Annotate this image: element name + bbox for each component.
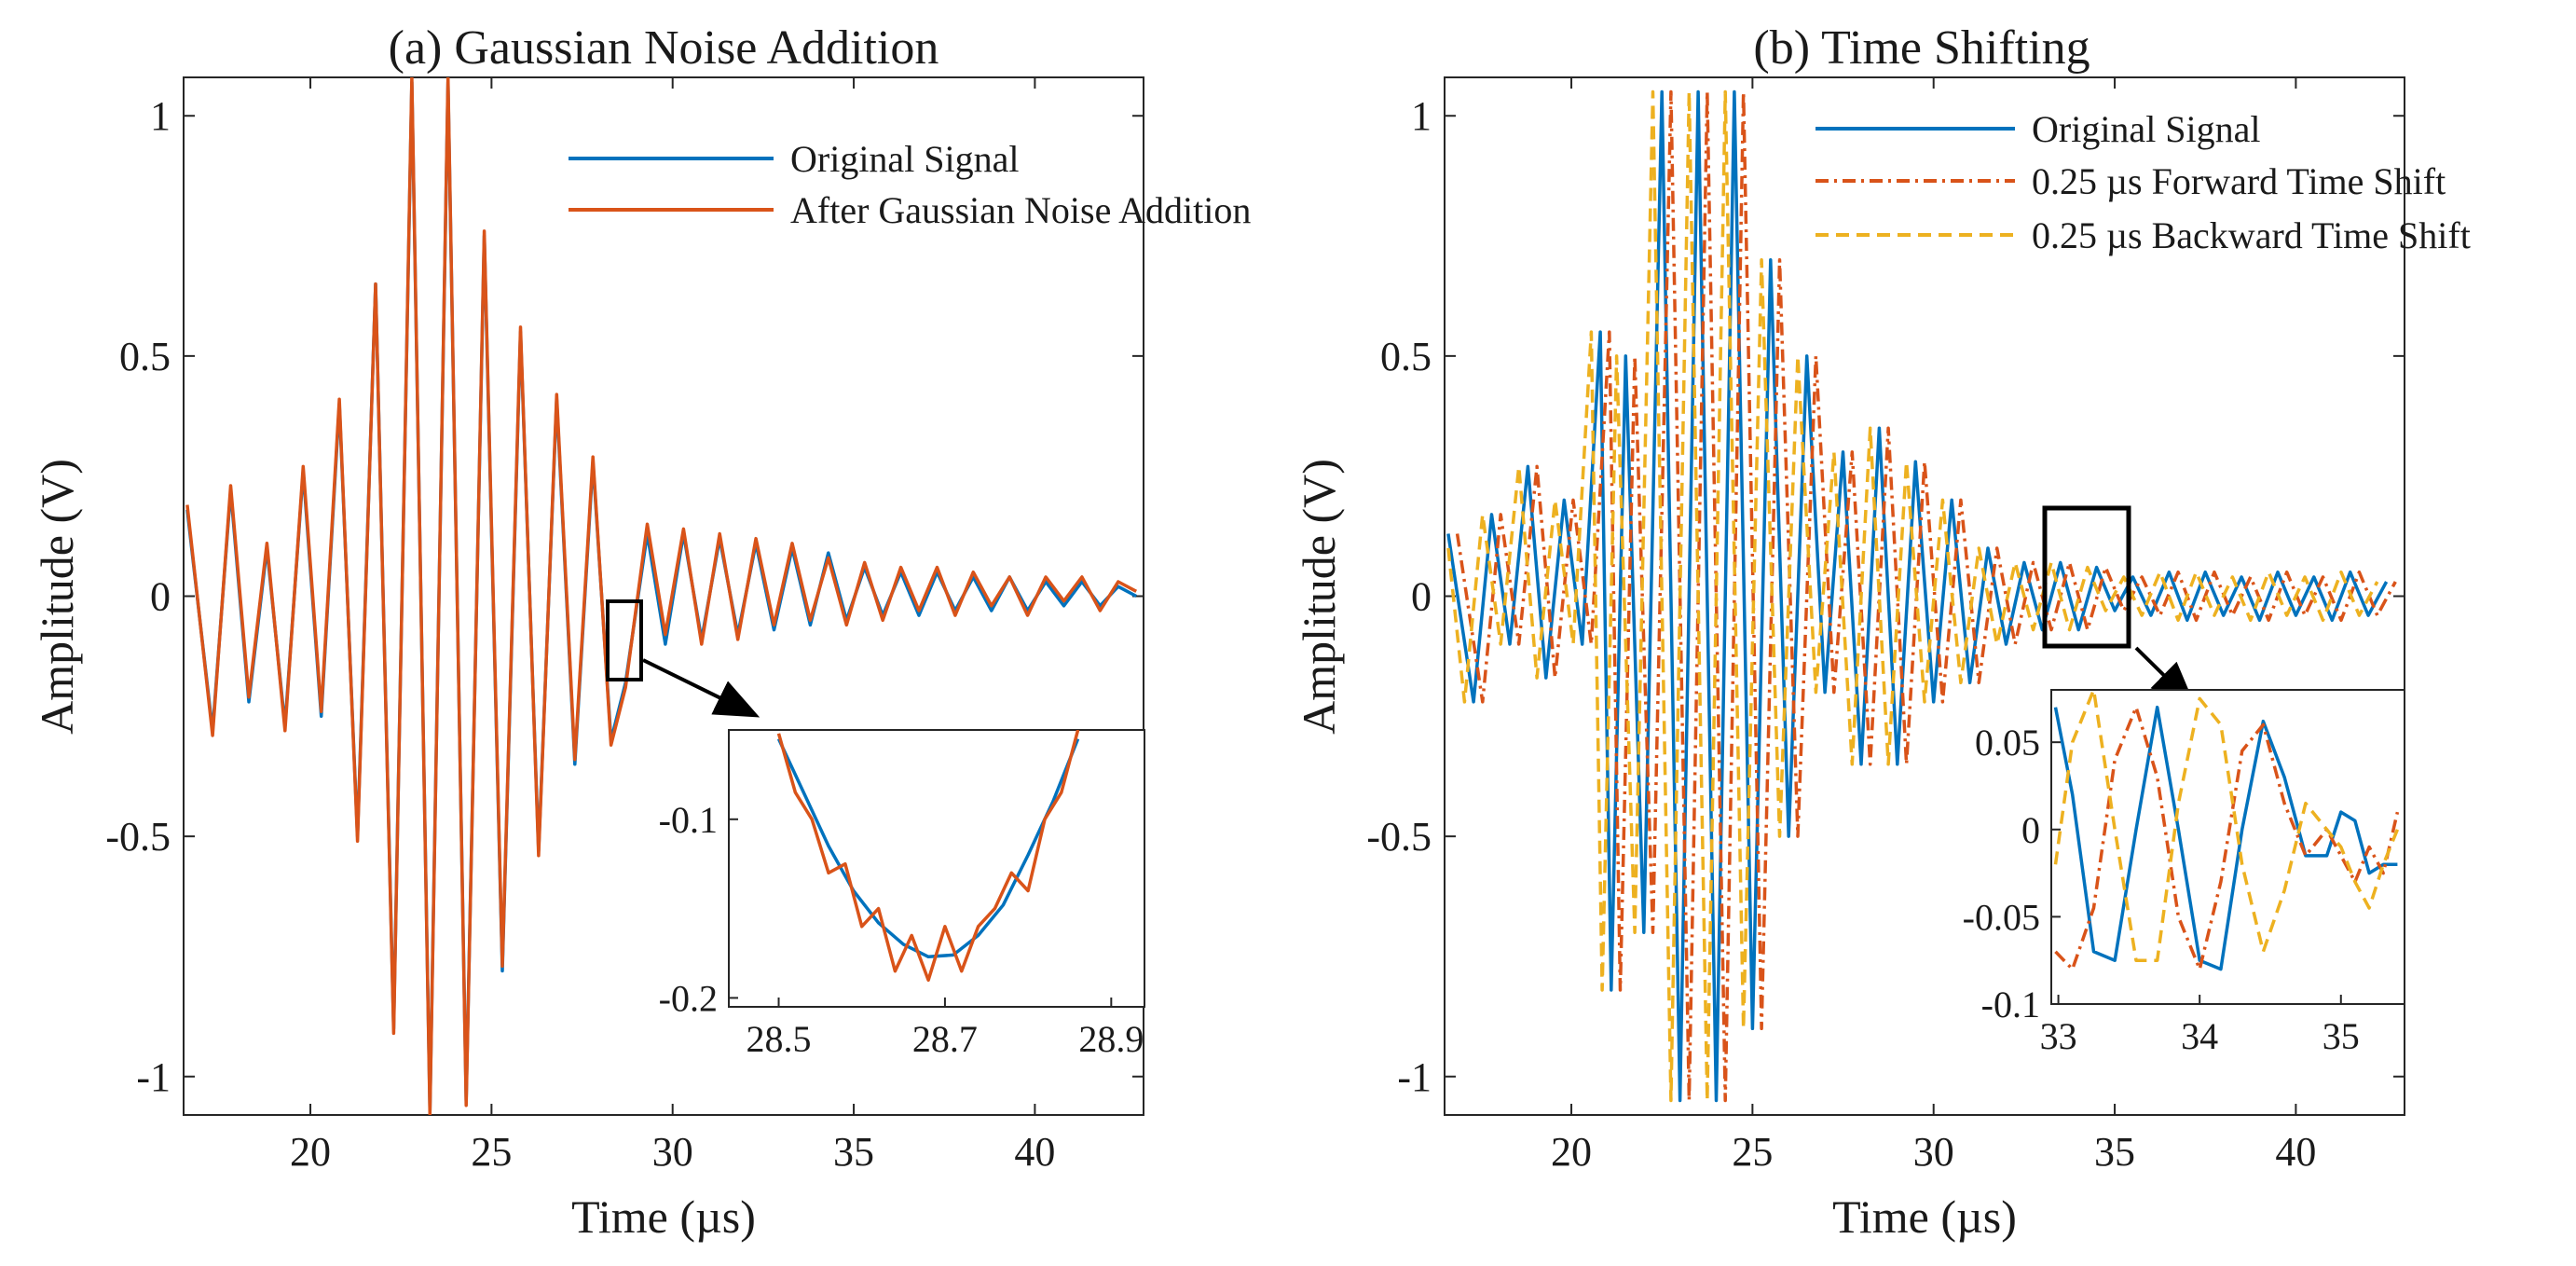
chart-b-inset-yticks: 0.05 0 -0.05 -0.1: [1963, 722, 2061, 1025]
chart-a-inset-xtick-label: 28.5: [747, 1018, 812, 1060]
legend-a-noise-label: After Gaussian Noise Addition: [790, 189, 1251, 231]
chart-a-title: (a) Gaussian Noise Addition: [389, 21, 939, 75]
chart-a-yticks: -1 -0.5 0 0.5 1: [105, 93, 1144, 1100]
chart-a-inset: 28.5 28.7 28.9 -0.1 -0.2: [659, 729, 1145, 1060]
chart-b-xtick-label: 40: [2275, 1129, 2316, 1175]
chart-b-inset-ytick-label: 0.05: [1975, 722, 2040, 764]
chart-b-ytick-label: 0.5: [1380, 334, 1432, 379]
chart-a-series: [185, 77, 1138, 1115]
chart-a-xticks: 20 25 30 35 40: [290, 77, 1055, 1175]
chart-a-xtick-label: 40: [1014, 1129, 1055, 1175]
chart-a-ytick-label: 1: [150, 93, 171, 139]
chart-a-legend: Original Signal After Gaussian Noise Add…: [569, 138, 1251, 231]
chart-b-ytick-label: 1: [1411, 93, 1432, 139]
chart-a-inset-series-0: [776, 737, 1080, 959]
chart-a-ytick-label: -1: [136, 1054, 171, 1100]
chart-a-zoom-box: [606, 599, 643, 681]
chart-a-inset-series: [776, 730, 1080, 983]
chart-a-xtick-label: 25: [471, 1129, 512, 1175]
chart-b-series-1: [1455, 89, 2397, 1103]
chart-b-inset-series: [2053, 690, 2400, 971]
chart-b-xticks: 20 25 30 35 40: [1551, 77, 2316, 1175]
legend-a-original-label: Original Signal: [790, 138, 1020, 180]
chart-b-series-2: [1446, 89, 2379, 1103]
chart-a-ytick-label: 0.5: [119, 334, 171, 379]
legend-b-forward-label: 0.25 µs Forward Time Shift: [2032, 160, 2446, 202]
chart-b-inset-ytick-label: -0.05: [1963, 896, 2040, 938]
chart-b-xlabel: Time (µs): [1832, 1190, 2017, 1243]
chart-a-ylabel: Amplitude (V): [31, 459, 83, 735]
chart-a-inset-xtick-label: 28.7: [912, 1018, 978, 1060]
chart-b-inset-xtick-label: 35: [2323, 1015, 2360, 1057]
chart-b-series-0: [1446, 89, 2389, 1103]
chart-a-inset-frame: [728, 729, 1145, 1008]
chart-b-ytick-label: 0: [1411, 574, 1432, 620]
chart-b-xtick-label: 25: [1732, 1129, 1773, 1175]
chart-b-ylabel: Amplitude (V): [1293, 459, 1345, 735]
chart-b-inset-xticks: 33 34 35: [2040, 995, 2360, 1057]
chart-b-inset-series-2: [2053, 690, 2400, 962]
chart-b-inset-xtick-label: 34: [2181, 1015, 2218, 1057]
legend-b-backward-label: 0.25 µs Backward Time Shift: [2032, 214, 2471, 256]
chart-a-inset-yticks: -0.1 -0.2: [659, 799, 738, 1019]
chart-b-legend: Original Signal 0.25 µs Forward Time Shi…: [1816, 108, 2471, 256]
chart-a-inset-ytick-label: -0.1: [659, 799, 718, 841]
chart-b-xtick-label: 35: [2094, 1129, 2135, 1175]
chart-a-xtick-label: 20: [290, 1129, 331, 1175]
chart-b-inset: 33 34 35 0.05 0 -0.05 -0.1: [1963, 689, 2405, 1057]
chart-b-zoom-box: [2042, 505, 2131, 649]
chart-a-ytick-label: 0: [150, 574, 171, 620]
chart-b-title: (b) Time Shifting: [1753, 21, 2090, 75]
chart-b-inset-xtick-label: 33: [2040, 1015, 2077, 1057]
chart-a-ytick-label: -0.5: [105, 814, 171, 860]
chart-a-xtick-label: 35: [833, 1129, 874, 1175]
chart-b-ytick-label: -0.5: [1366, 814, 1432, 860]
chart-a-inset-xtick-label: 28.9: [1078, 1018, 1144, 1060]
chart-b-inset-ytick-label: -0.1: [1981, 984, 2040, 1025]
chart-a-series-1: [185, 77, 1138, 1115]
chart-b-xtick-label: 20: [1551, 1129, 1592, 1175]
chart-a-inset-ytick-label: -0.2: [659, 977, 718, 1019]
chart-a-zoom-arrow: [642, 658, 760, 718]
chart-b-ytick-label: -1: [1397, 1054, 1432, 1100]
chart-a-xtick-label: 30: [652, 1129, 693, 1175]
chart-b-xtick-label: 30: [1913, 1129, 1954, 1175]
chart-a-inset-xticks: 28.5 28.7 28.9: [747, 998, 1144, 1060]
chart-b-inset-series-1: [2054, 705, 2400, 971]
chart-b-inset-series-0: [2053, 705, 2398, 971]
panel-a: (a) Gaussian Noise Addition 20 25 30 35 40 -…: [31, 21, 1251, 1243]
chart-b-inset-ytick-label: 0: [2021, 809, 2040, 851]
chart-b-inset-frame: [2050, 689, 2405, 1005]
chart-a-xlabel: Time (µs): [571, 1190, 756, 1243]
chart-b-series: [1446, 89, 2397, 1103]
chart-b-yticks: -1 -0.5 0 0.5 1: [1366, 93, 2405, 1100]
panel-b: (b) Time Shifting 20 25 30 35 40 -1 -0.5 0 0.5 1…: [1293, 21, 2471, 1243]
chart-a-inset-series-1: [776, 730, 1080, 983]
legend-b-original-label: Original Signal: [2032, 108, 2261, 150]
